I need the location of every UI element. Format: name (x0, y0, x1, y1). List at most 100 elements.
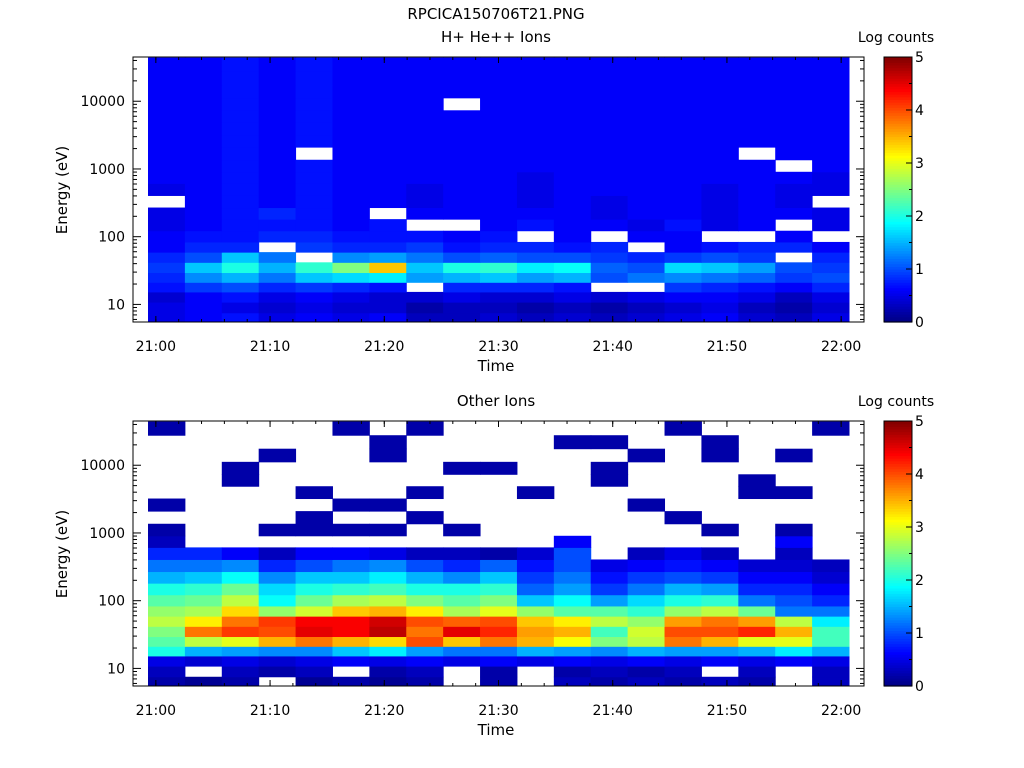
heatmap-cell (221, 636, 260, 647)
heatmap-cell (480, 84, 518, 99)
heatmap-cell (295, 272, 333, 283)
colorbar-segment (884, 231, 912, 236)
heatmap-cell (775, 57, 813, 72)
heatmap-cell (332, 594, 370, 607)
heatmap-cell (184, 646, 223, 657)
heatmap-cell (148, 523, 186, 537)
heatmap-cell (148, 252, 186, 263)
heatmap-cell (406, 272, 444, 283)
colorbar-segment (884, 88, 912, 93)
colorbar-segment (884, 426, 912, 430)
heatmap-cell (369, 241, 407, 253)
heatmap-cell (258, 183, 297, 196)
heatmap-cell (812, 676, 850, 687)
heatmap-cell (664, 583, 702, 596)
heatmap-cell (258, 230, 297, 243)
heatmap-cell (775, 147, 813, 161)
heatmap-cell (701, 583, 739, 596)
colorbar-segment (884, 633, 912, 637)
heatmap-cell (480, 626, 518, 638)
y-axis-ticks: 10 100 1000 10000 (80, 423, 864, 684)
heatmap-cell (590, 559, 629, 573)
heatmap-cell (627, 57, 666, 72)
heatmap-cell (664, 147, 702, 161)
heatmap-cell (332, 230, 370, 243)
heatmap-cell (627, 219, 666, 232)
heatmap-cell (812, 71, 850, 86)
heatmap-cell (406, 636, 444, 647)
heatmap-cell (775, 523, 813, 537)
heatmap-cell (332, 282, 370, 293)
colorbar-segment (884, 537, 912, 541)
heatmap-cell (627, 272, 666, 283)
colorbar-segment (884, 64, 912, 69)
x-axis-ticks: 21:00 21:10 21:20 21:30 21:40 21:50 22:00 (132, 421, 865, 719)
heatmap-cell (516, 262, 555, 274)
heatmap-cell (553, 159, 592, 173)
colorbar-segment (884, 78, 912, 82)
heatmap-cell (148, 616, 186, 627)
colorbar-segment (884, 553, 912, 557)
heatmap-cell (775, 230, 813, 243)
colorbar-segment (884, 558, 912, 563)
colorbar-segment (884, 487, 912, 491)
heatmap-cell (664, 511, 702, 525)
y-axis-label: Energy (eV) (53, 146, 71, 234)
heatmap-cell (148, 272, 186, 283)
heatmap-cell (184, 559, 223, 573)
heatmap-cell (258, 571, 297, 584)
heatmap-cell (516, 486, 555, 500)
heatmap-cell (221, 207, 260, 220)
heatmap-cell (443, 183, 481, 196)
heatmap-cell (369, 666, 407, 678)
colorbar-tick-label: 0 (915, 679, 924, 695)
heatmap-cell (553, 195, 592, 209)
heatmap-cell (812, 559, 850, 573)
heatmap-cell (443, 636, 481, 647)
heatmap-cell (664, 547, 702, 560)
heatmap-cell (738, 571, 776, 584)
heatmap-cell (664, 655, 702, 667)
heatmap-cell (184, 616, 223, 627)
heatmap-cell (738, 583, 776, 596)
heatmap-cell (590, 134, 629, 148)
colorbar-segment (884, 614, 912, 618)
colorbar-segment (884, 428, 912, 433)
heatmap-cell (664, 636, 702, 647)
colorbar-segment (884, 458, 912, 462)
colorbar-segment (884, 471, 912, 475)
heatmap-cell (812, 291, 850, 303)
heatmap-cell (738, 282, 776, 293)
colorbar-segment (884, 163, 912, 167)
colorbar-segment (884, 611, 912, 616)
heatmap-cell (258, 583, 297, 596)
heatmap-cell (738, 57, 776, 72)
y-tick-label: 1000 (89, 526, 125, 542)
heatmap-cell (738, 594, 776, 607)
x-tick-label: 21:00 (136, 339, 176, 355)
heatmap-cell (148, 219, 186, 232)
heatmap-cell (295, 241, 333, 253)
colorbar-segment (884, 582, 912, 586)
heatmap-cell (775, 134, 813, 148)
colorbar-segment (884, 300, 912, 305)
colorbar-segment (884, 314, 912, 318)
colorbar-segment (884, 284, 912, 289)
heatmap-cell (516, 583, 555, 596)
heatmap-cell (627, 605, 666, 617)
heatmap-cell (627, 666, 666, 678)
colorbar-segment (884, 176, 912, 180)
heatmap-cell (332, 655, 370, 667)
heatmap-cell (148, 676, 186, 687)
heatmap-cell (664, 84, 702, 99)
heatmap-cell (553, 183, 592, 196)
heatmap-cell (258, 110, 297, 123)
colorbar-segment (884, 625, 912, 629)
heatmap-cell (406, 547, 444, 560)
heatmap-cell (295, 183, 333, 196)
heatmap-cell (221, 291, 260, 303)
heatmap-cell (701, 252, 739, 263)
heatmap-cell (332, 523, 370, 537)
heatmap-cell (332, 219, 370, 232)
